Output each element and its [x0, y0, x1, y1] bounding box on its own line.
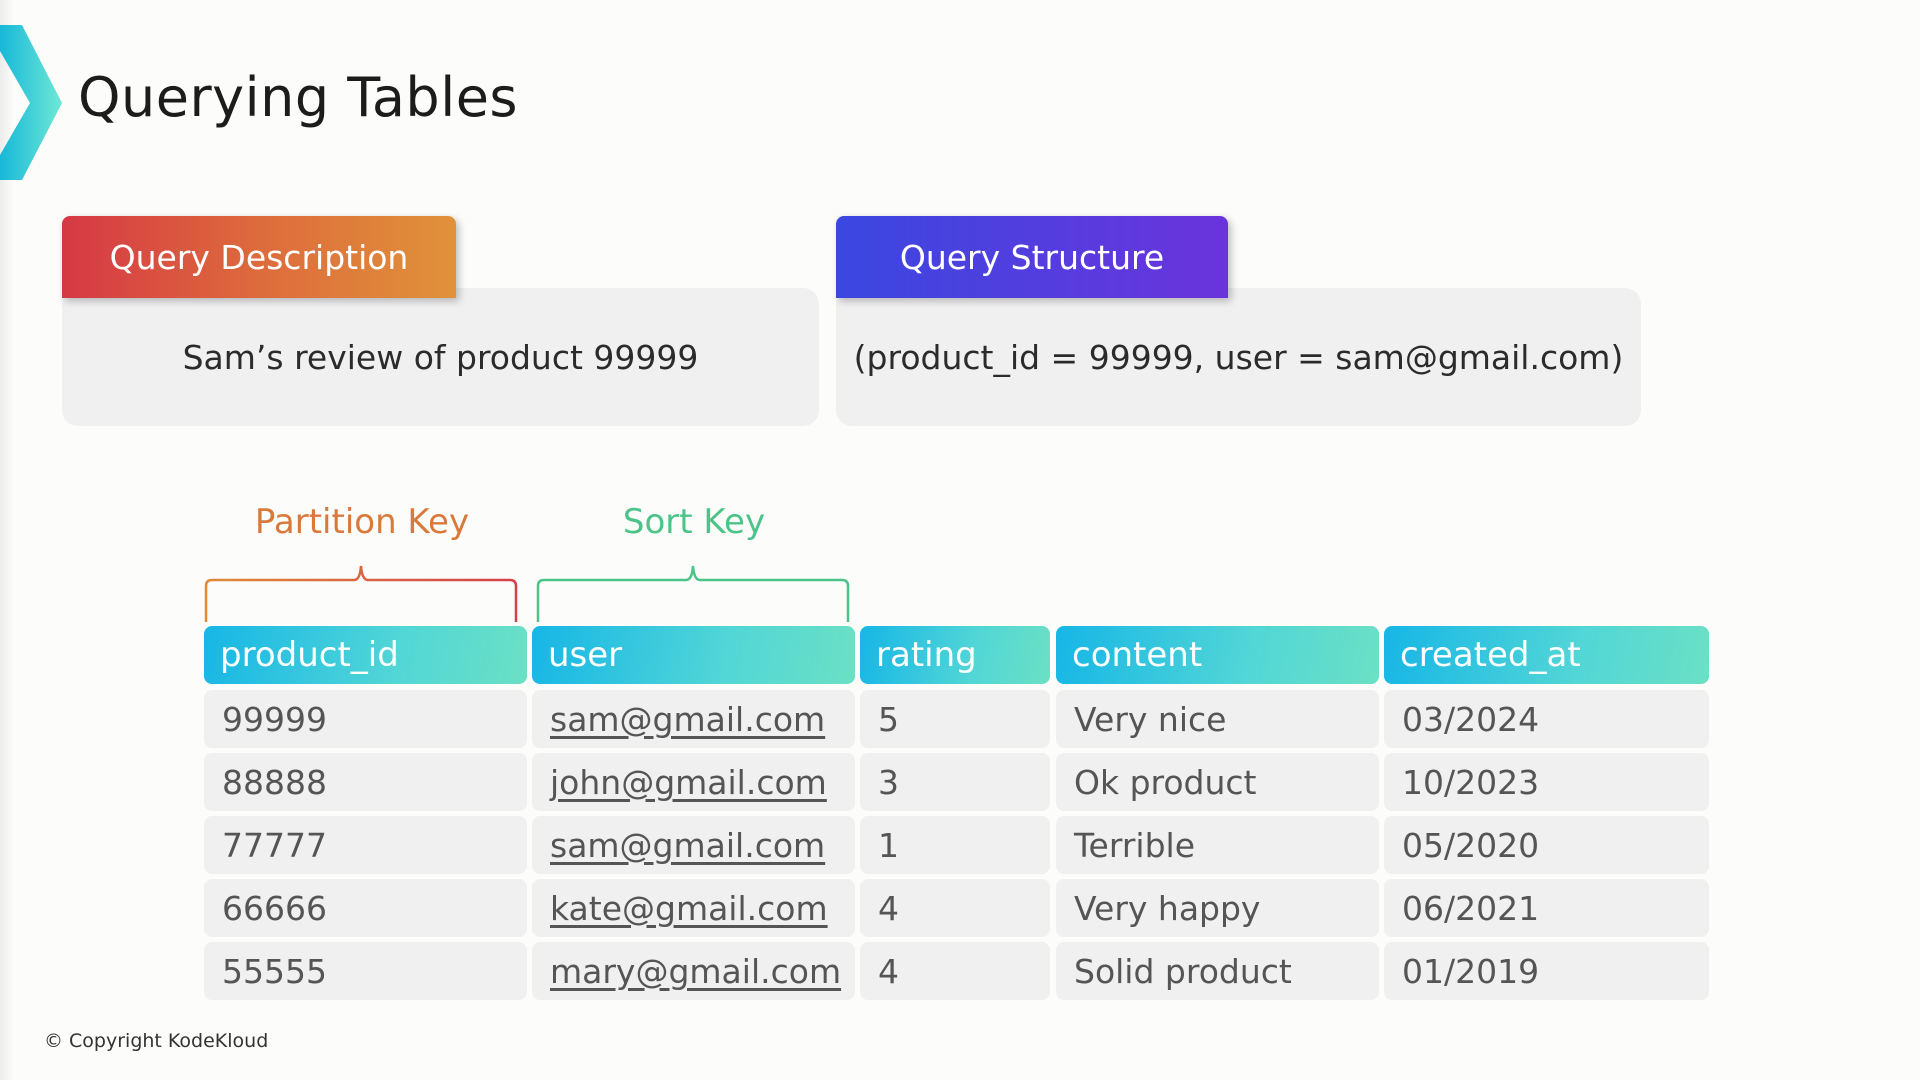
table-cell-content: Solid product: [1056, 942, 1379, 1000]
page-title: Querying Tables: [78, 66, 519, 129]
table-cell-rating: 3: [860, 753, 1050, 811]
table-cell-product-id: 66666: [204, 879, 527, 937]
partition-key-label: Partition Key: [254, 502, 470, 542]
chevron-logo-icon: [0, 25, 62, 180]
table-cell-user: john@gmail.com: [532, 753, 855, 811]
query-description-tab: Query Description: [62, 216, 456, 298]
table-cell-content: Very nice: [1056, 690, 1379, 748]
table-cell-created-at: 06/2021: [1384, 879, 1709, 937]
query-description-box: Sam’s review of product 99999: [62, 288, 819, 426]
sort-key-label: Sort Key: [622, 502, 766, 542]
left-edge-shade: [0, 0, 14, 1080]
table-cell-product-id: 77777: [204, 816, 527, 874]
query-structure-tab: Query Structure: [836, 216, 1228, 298]
query-description-text: Sam’s review of product 99999: [182, 337, 699, 377]
partition-key-brace: [204, 565, 518, 622]
user-email-link[interactable]: mary@gmail.com: [550, 951, 842, 991]
user-email-link[interactable]: sam@gmail.com: [550, 699, 826, 739]
table-cell-product-id: 88888: [204, 753, 527, 811]
sort-key-brace: [536, 565, 850, 622]
user-email-link[interactable]: kate@gmail.com: [550, 888, 828, 928]
query-structure-text: (product_id = 99999, user = sam@gmail.co…: [853, 337, 1624, 377]
column-header-created-at: created_at: [1384, 626, 1709, 684]
table-cell-user: mary@gmail.com: [532, 942, 855, 1000]
table-cell-product-id: 55555: [204, 942, 527, 1000]
table-cell-content: Very happy: [1056, 879, 1379, 937]
table-cell-user: sam@gmail.com: [532, 816, 855, 874]
table-cell-created-at: 01/2019: [1384, 942, 1709, 1000]
query-structure-box: (product_id = 99999, user = sam@gmail.co…: [836, 288, 1641, 426]
table-cell-user: sam@gmail.com: [532, 690, 855, 748]
table-cell-created-at: 03/2024: [1384, 690, 1709, 748]
column-header-user: user: [532, 626, 855, 684]
table-cell-rating: 4: [860, 942, 1050, 1000]
table-cell-rating: 4: [860, 879, 1050, 937]
copyright: © Copyright KodeKloud: [44, 1030, 269, 1052]
table-cell-content: Terrible: [1056, 816, 1379, 874]
table-cell-created-at: 10/2023: [1384, 753, 1709, 811]
table-cell-created-at: 05/2020: [1384, 816, 1709, 874]
table-cell-rating: 5: [860, 690, 1050, 748]
column-header-product-id: product_id: [204, 626, 527, 684]
user-email-link[interactable]: john@gmail.com: [550, 762, 827, 802]
table-cell-content: Ok product: [1056, 753, 1379, 811]
table-cell-user: kate@gmail.com: [532, 879, 855, 937]
column-header-rating: rating: [860, 626, 1050, 684]
table-cell-product-id: 99999: [204, 690, 527, 748]
column-header-content: content: [1056, 626, 1379, 684]
table-cell-rating: 1: [860, 816, 1050, 874]
user-email-link[interactable]: sam@gmail.com: [550, 825, 826, 865]
